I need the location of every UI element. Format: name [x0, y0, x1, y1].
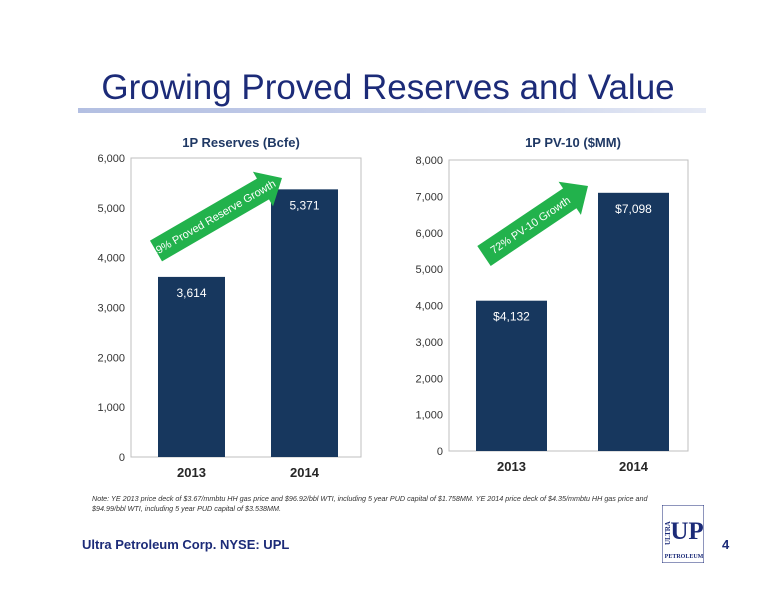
y-tick-label: 3,000 [97, 303, 125, 315]
y-tick-label: 7,000 [415, 191, 443, 203]
x-tick-label: 2013 [497, 459, 526, 474]
data-label: 5,371 [289, 198, 319, 212]
y-tick-label: 5,000 [415, 264, 443, 276]
company-logo: ULTRA UP PETROLEUM [662, 505, 704, 563]
growth-arrow-1: 49% Proved Reserve Growth [149, 171, 283, 262]
title-underline [78, 108, 706, 113]
arrow-shape [477, 181, 588, 266]
y-tick-label: 0 [119, 452, 125, 464]
y-tick-label: 6,000 [97, 153, 125, 165]
logo-mark: UP [670, 518, 703, 545]
x-tick-label: 2014 [290, 465, 320, 480]
y-tick-label: 6,000 [415, 228, 443, 240]
footnote: Note: YE 2013 price deck of $3.67/mmbtu … [92, 494, 648, 513]
data-label: $4,132 [493, 310, 530, 324]
data-label: $7,098 [615, 202, 652, 216]
y-tick-label: 8,000 [415, 155, 443, 167]
arrow-annotation: 72% PV-10 Growth [489, 195, 573, 257]
plot-area-1 [130, 157, 362, 458]
bar-2013 [158, 276, 225, 457]
bar-2014 [598, 192, 669, 452]
page-title: Growing Proved Reserves and Value [101, 68, 675, 107]
logo-text-bottom: PETROLEUM [665, 554, 704, 560]
bar-2014 [271, 189, 338, 458]
data-label: 3,614 [176, 286, 206, 300]
chart-title-1: 1P Reserves (Bcfe) [182, 135, 300, 150]
y-tick-label: 3,000 [415, 337, 443, 349]
y-tick-label: 5,000 [97, 203, 125, 215]
bar-2013 [476, 300, 547, 451]
y-tick-label: 1,000 [415, 410, 443, 422]
y-tick-label: 4,000 [415, 301, 443, 313]
arrow-shape [149, 171, 283, 262]
page-number: 4 [722, 537, 730, 552]
chart-title-2: 1P PV-10 ($MM) [525, 135, 621, 150]
y-tick-label: 2,000 [97, 352, 125, 364]
y-tick-label: 4,000 [97, 253, 125, 265]
y-tick-label: 0 [437, 446, 443, 458]
x-tick-label: 2014 [619, 459, 649, 474]
x-tick-label: 2013 [177, 465, 206, 480]
y-tick-label: 2,000 [415, 373, 443, 385]
arrow-annotation: 49% Proved Reserve Growth [149, 178, 278, 260]
footer-company: Ultra Petroleum Corp. NYSE: UPL [82, 537, 290, 552]
logo-text-top: ULTRA [664, 521, 672, 545]
y-tick-label: 1,000 [97, 402, 125, 414]
plot-area-2 [448, 159, 689, 452]
growth-arrow-2: 72% PV-10 Growth [477, 181, 588, 266]
